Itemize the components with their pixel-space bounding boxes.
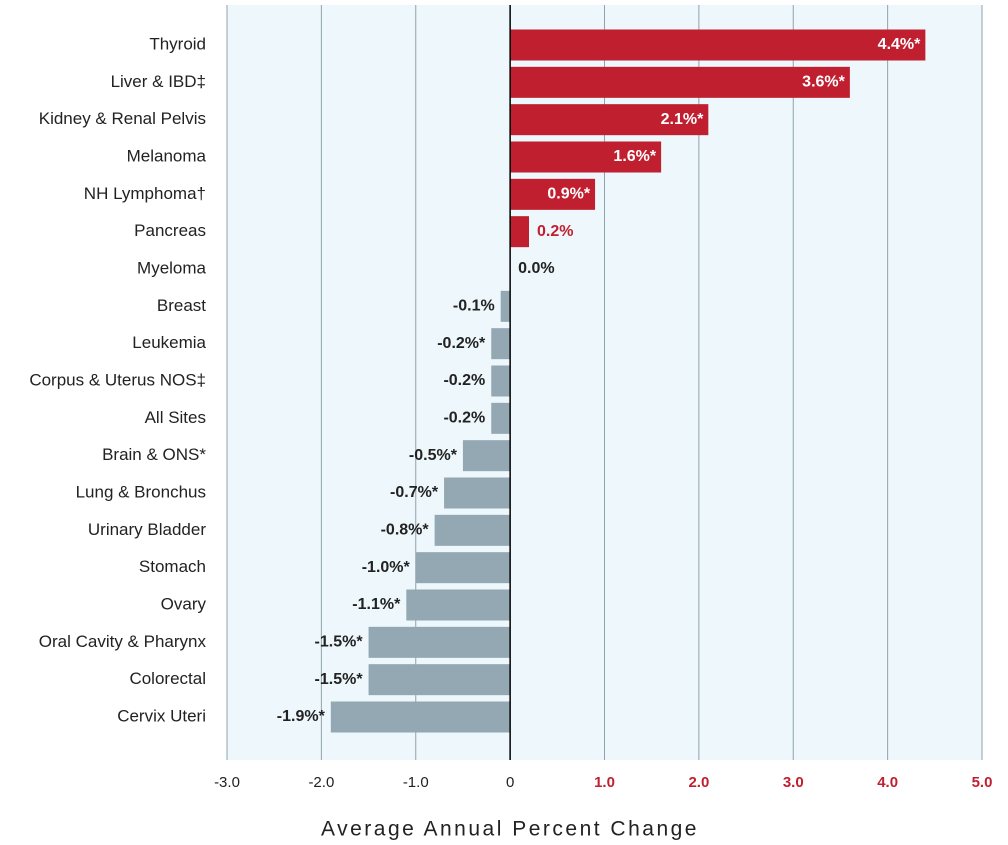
x-tick-label: 4.0 [877,774,898,791]
category-label: Lung & Bronchus [76,482,206,501]
value-label: -1.0%* [362,559,411,576]
value-label: -1.5%* [315,634,364,651]
category-label: Kidney & Renal Pelvis [39,109,206,128]
value-label: -1.1%* [352,596,401,613]
value-label: -0.5%* [409,447,458,464]
bar [491,328,511,360]
value-label: -0.1% [453,298,495,315]
value-label: -0.7%* [390,484,439,501]
category-label: Ovary [161,594,207,613]
value-label: 0.2% [537,223,573,240]
category-label: Stomach [139,557,206,576]
category-label: Thyroid [149,34,206,53]
bar [491,402,511,434]
category-label: Brain & ONS* [102,445,206,464]
bar [444,477,511,509]
x-tick-label: 3.0 [783,774,804,791]
category-label: Breast [157,296,206,315]
x-tick-label: 5.0 [972,774,993,791]
x-tick-label: -1.0 [403,774,429,791]
bar [510,216,529,248]
x-axis-label: Average Annual Percent Change [321,818,699,841]
bar [500,290,511,322]
category-label: Myeloma [137,258,207,277]
value-label: 1.6%* [613,148,656,165]
bar [368,626,511,658]
value-label: 3.6%* [802,74,845,91]
category-label: All Sites [145,408,206,427]
value-label: 0.0% [518,260,554,277]
category-label: Melanoma [127,146,207,165]
bar [462,440,511,472]
category-label: Liver & IBD‡ [111,72,206,91]
value-label: -0.2% [443,410,485,427]
bar [510,104,709,136]
x-tick-label: 0 [506,774,514,791]
x-tick-label: -3.0 [214,774,240,791]
value-label: 4.4%* [878,36,921,53]
bar [415,552,511,584]
bar [406,589,511,621]
bar [510,29,926,61]
bar [510,66,850,98]
category-label: Leukemia [132,333,206,352]
bar [368,664,511,696]
category-label: Cervix Uteri [117,706,206,725]
x-tick-label: -2.0 [308,774,334,791]
x-tick-label: 1.0 [594,774,615,791]
value-label: 2.1%* [661,111,704,128]
category-label: NH Lymphoma† [84,184,206,203]
bar [510,178,596,210]
category-label: Oral Cavity & Pharynx [39,632,207,651]
value-label: -1.5%* [315,671,364,688]
value-label: 0.9%* [547,186,590,203]
x-tick-label: 2.0 [688,774,709,791]
category-label: Pancreas [134,221,206,240]
bar [491,365,511,397]
category-label: Urinary Bladder [88,520,206,539]
bar [434,514,511,546]
value-label: -0.8%* [381,522,430,539]
bar [510,141,662,173]
category-label: Colorectal [129,669,206,688]
value-label: -0.2% [443,372,485,389]
value-label: -1.9%* [277,708,326,725]
value-label: -0.2%* [437,335,486,352]
bar [330,701,511,733]
category-label: Corpus & Uterus NOS‡ [29,370,206,389]
